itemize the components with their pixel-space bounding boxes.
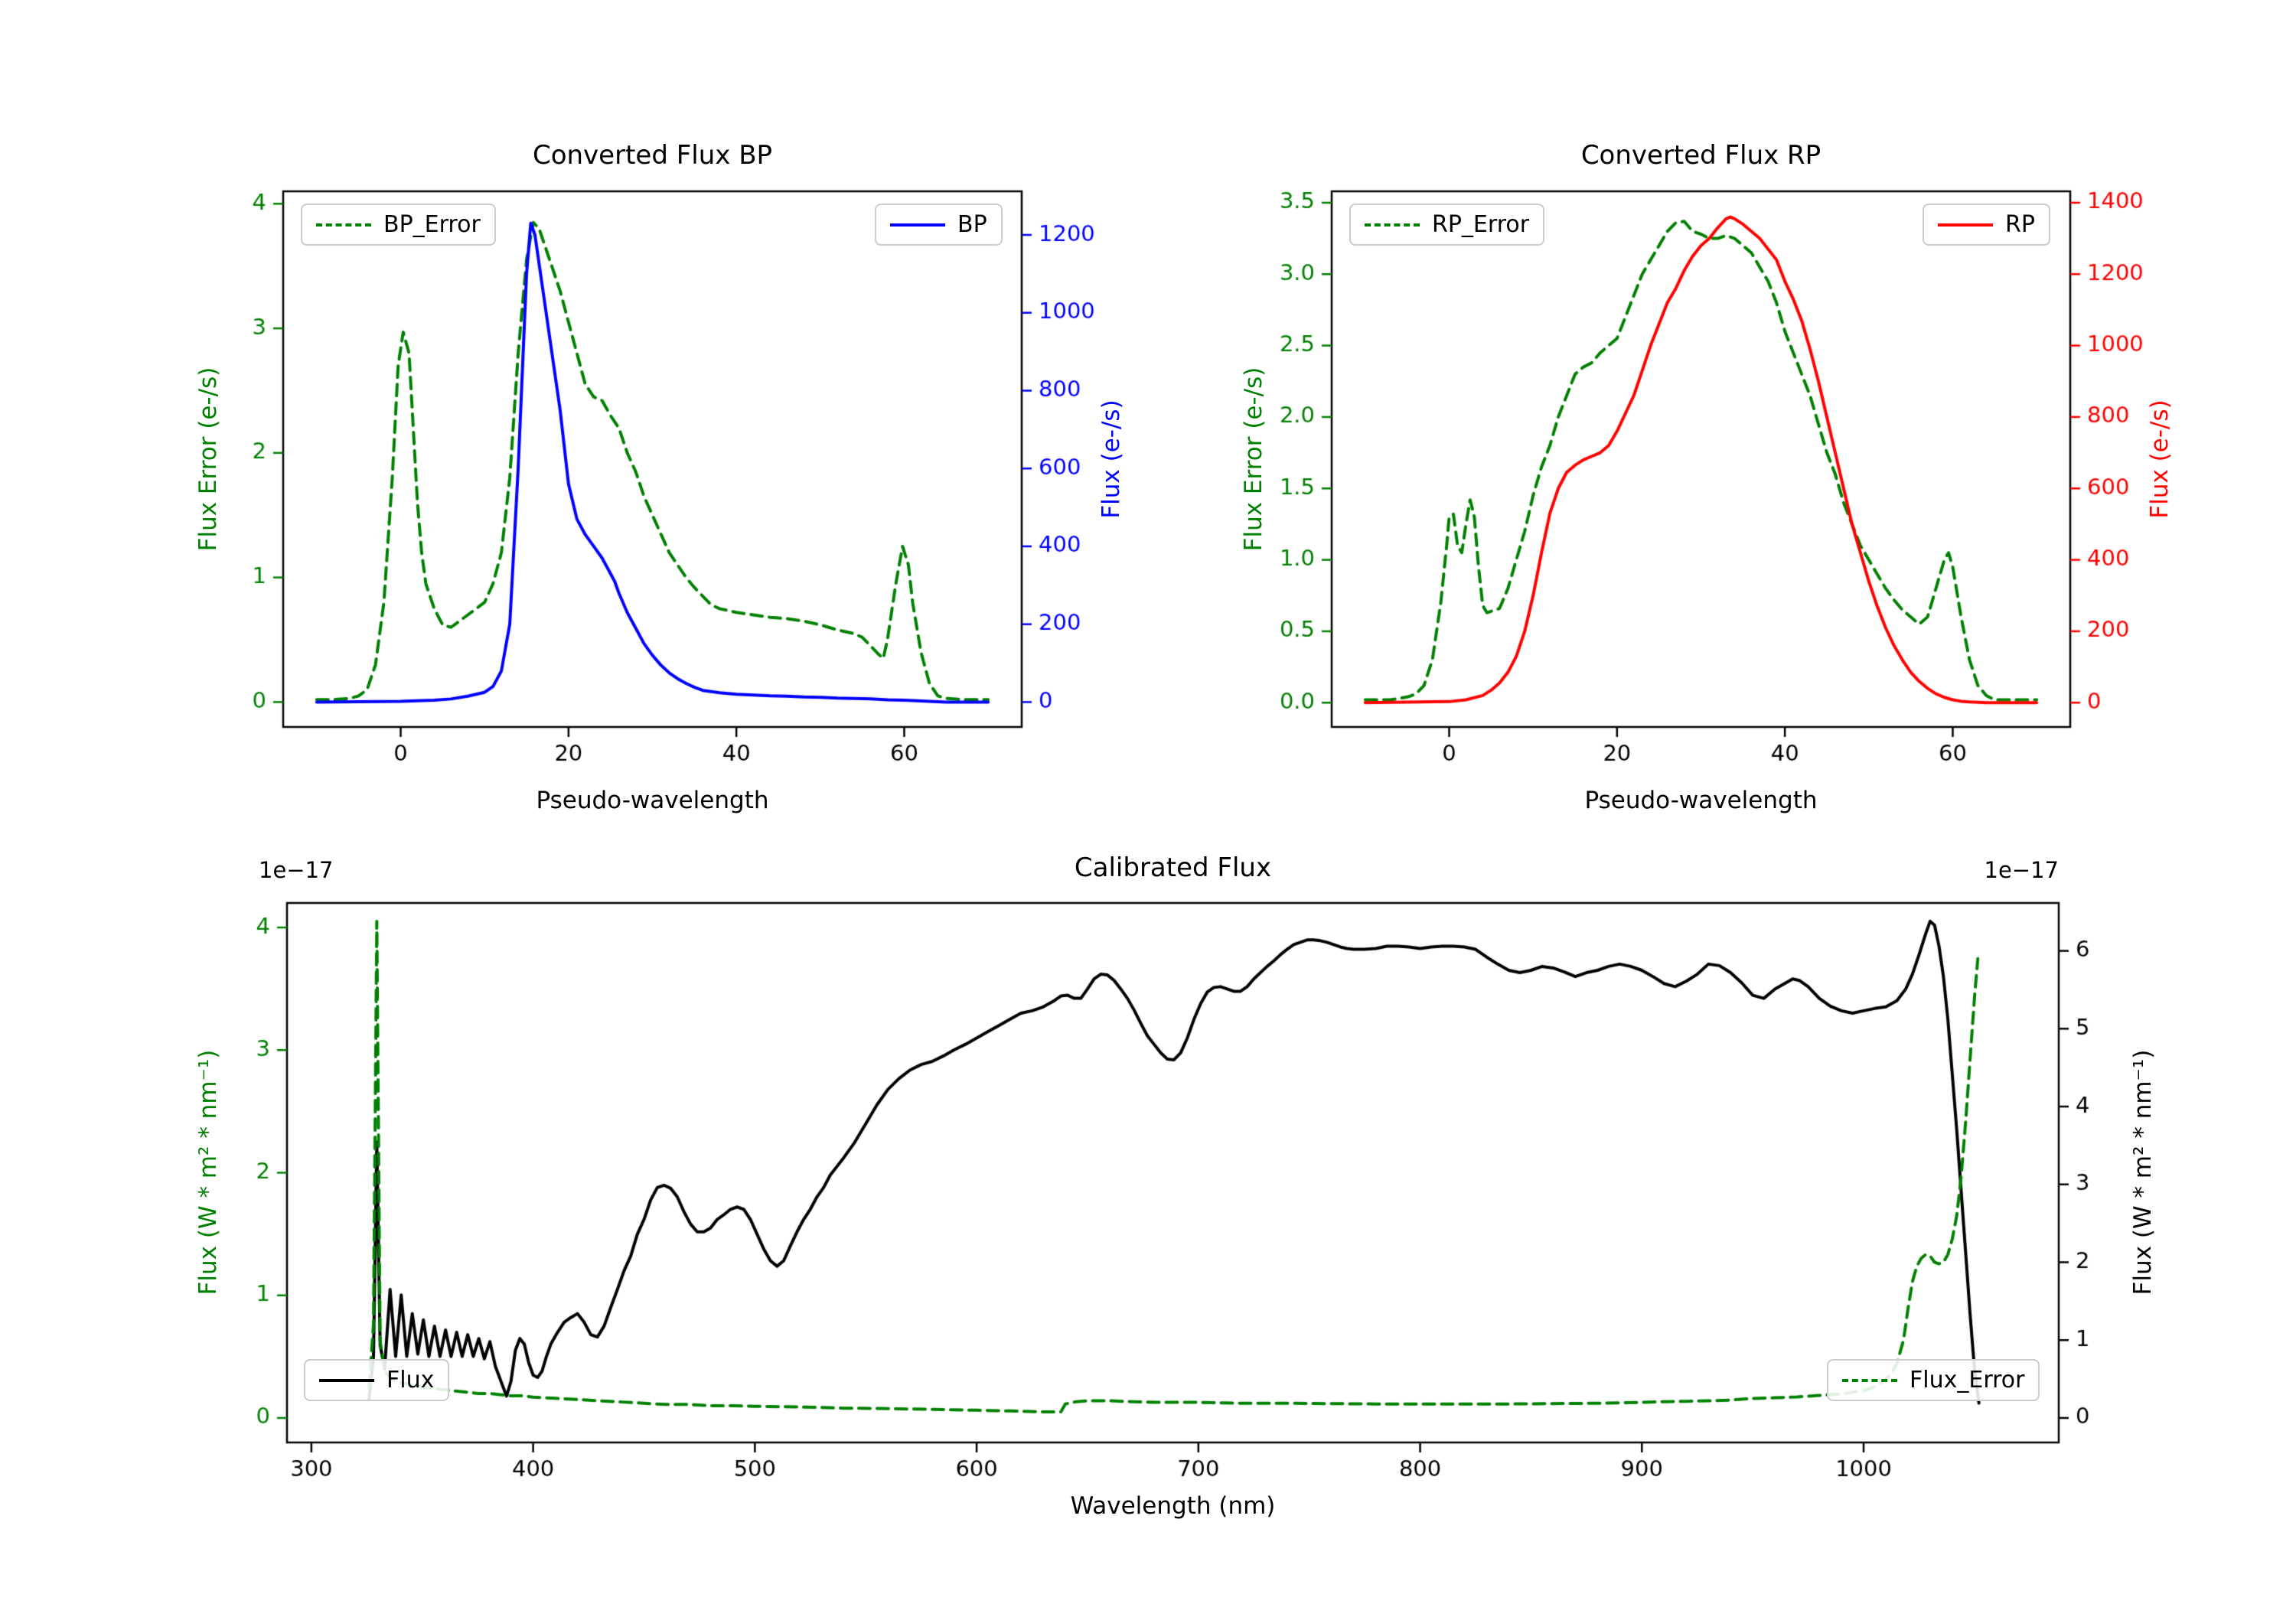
- dashed-line-sample-icon: [316, 223, 371, 227]
- calibrated-xlabel: Wavelength (nm): [1070, 1492, 1276, 1520]
- solid-line-sample-icon: [1938, 223, 1993, 227]
- bp-legend: BP: [875, 204, 1003, 246]
- rp-legend-label: RP: [2005, 211, 2035, 238]
- bp-title: Converted Flux BP: [532, 140, 773, 171]
- rp-error-legend-label: RP_Error: [1432, 211, 1530, 238]
- dashed-line-sample-icon: [1842, 1378, 1897, 1382]
- flux-legend-label: Flux: [386, 1367, 435, 1393]
- right-offset-text: 1e−17: [1984, 857, 2060, 883]
- solid-line-sample-icon: [319, 1378, 374, 1382]
- bp-xlabel: Pseudo-wavelength: [536, 787, 769, 814]
- rp-ylabel-left: Flux Error (e-/s): [1240, 367, 1267, 552]
- rp-error-legend: RP_Error: [1349, 204, 1545, 246]
- calibrated-title: Calibrated Flux: [1074, 852, 1272, 883]
- flux-error-legend-label: Flux_Error: [1910, 1367, 2025, 1393]
- rp-xlabel: Pseudo-wavelength: [1584, 787, 1818, 814]
- flux-legend: Flux: [304, 1359, 450, 1401]
- bp-error-legend-label: BP_Error: [383, 211, 481, 238]
- bp-legend-label: BP: [957, 211, 987, 238]
- rp-legend: RP: [1923, 204, 2050, 246]
- rp-ylabel-right: Flux (e-/s): [2146, 399, 2174, 519]
- bp-error-legend: BP_Error: [301, 204, 496, 246]
- dashed-line-sample-icon: [1365, 223, 1420, 227]
- left-offset-text: 1e−17: [259, 857, 334, 883]
- bp-ylabel-left: Flux Error (e-/s): [194, 367, 222, 552]
- flux-error-legend: Flux_Error: [1827, 1359, 2040, 1401]
- rp-title: Converted Flux RP: [1580, 140, 1821, 171]
- calibrated-ylabel-left: Flux (W * m² * nm⁻¹): [194, 1049, 222, 1296]
- bp-ylabel-right: Flux (e-/s): [1097, 399, 1125, 519]
- solid-line-sample-icon: [890, 223, 945, 227]
- calibrated-ylabel-right: Flux (W * m² * nm⁻¹): [2129, 1049, 2157, 1296]
